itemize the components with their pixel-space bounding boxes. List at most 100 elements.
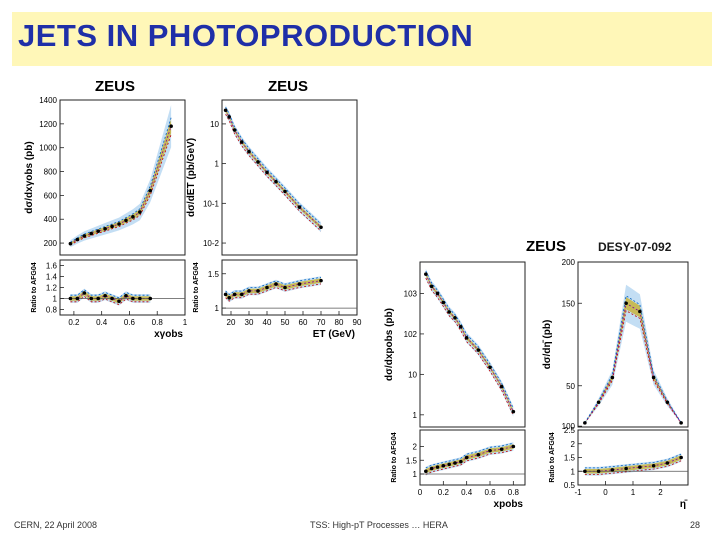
data-point <box>138 210 142 214</box>
x-axis-label: η̄ <box>680 499 688 510</box>
data-point <box>274 179 278 184</box>
data-point <box>240 292 244 297</box>
slide-title: JETS IN PHOTOPRODUCTION <box>18 18 474 53</box>
data-point <box>610 375 615 380</box>
data-point <box>274 282 278 286</box>
y-tick-label: 1 <box>571 467 576 476</box>
theory-curve <box>584 310 682 424</box>
theory-curve <box>425 449 514 475</box>
theory-curve <box>425 442 514 469</box>
data-point <box>651 463 656 468</box>
xgamma-cross-section-plot: 200 400 600 800 1000 1200 1400 dσ/dxγobs (pb) <box>24 96 186 256</box>
data-point <box>96 229 100 233</box>
eta-ratio-plot: 0.5 1 1.5 2 2.5 -1 0 1 2 Ratio to AFG04 η̄ <box>549 426 689 510</box>
data-point <box>227 115 231 119</box>
theory-curve <box>584 453 682 469</box>
data-point <box>511 409 516 414</box>
theory-curve <box>425 270 514 409</box>
energy-scale-uncertainty-band <box>70 290 151 304</box>
y-tick-label: 10 <box>408 370 417 379</box>
y-tick-label: 10 <box>210 120 219 129</box>
y-axis-label: Ratio to AFG04 <box>193 262 200 312</box>
y-tick-label: 10-1 <box>203 199 220 208</box>
y-tick-label: 1400 <box>39 96 57 105</box>
x-tick-label: -1 <box>574 488 582 497</box>
y-tick-label: 1 <box>215 304 220 313</box>
x-tick-label: 70 <box>317 318 326 327</box>
data-point <box>453 461 457 465</box>
data-point <box>459 325 463 329</box>
data-point <box>429 284 434 289</box>
data-point <box>447 310 451 314</box>
theory-curve <box>225 107 322 225</box>
data-point <box>429 466 434 471</box>
y-tick-label: 1.5 <box>406 456 418 465</box>
data-point <box>624 301 628 306</box>
plot-frame <box>59 259 186 316</box>
data-point <box>283 285 287 290</box>
x-tick-label: 0.4 <box>96 318 108 327</box>
data-point <box>596 469 601 474</box>
x-axis-label: xpobs <box>494 499 524 510</box>
x-tick-label: 0.4 <box>461 488 473 497</box>
x-tick-label: 0 <box>418 488 423 497</box>
data-point <box>256 289 260 293</box>
y-tick-label: 2 <box>413 443 418 452</box>
y-tick-label: 1 <box>413 411 418 420</box>
theory-curve <box>584 302 682 424</box>
data-point <box>441 300 446 305</box>
x-tick-label: 0.6 <box>484 488 496 497</box>
plot-frame <box>577 261 689 428</box>
data-point <box>68 296 73 301</box>
x-tick-label: 0 <box>603 488 608 497</box>
y-tick-label: 1.5 <box>564 454 576 463</box>
x-tick-label: 0.2 <box>438 488 450 497</box>
data-point <box>124 218 128 223</box>
data-point <box>110 296 114 301</box>
data-point <box>464 336 469 340</box>
data-point <box>441 463 446 468</box>
data-point <box>447 462 451 467</box>
y-tick-label: 0.5 <box>564 481 576 490</box>
data-point <box>223 292 228 297</box>
plot-frame <box>59 99 186 256</box>
y-tick-label: 200 <box>562 258 576 267</box>
plot-frame <box>419 429 526 486</box>
reference-label: DESY-07-092 <box>598 240 672 254</box>
data-point <box>148 188 153 193</box>
y-tick-label: 200 <box>44 239 58 248</box>
data-point <box>610 468 615 472</box>
data-point <box>75 237 80 242</box>
x-tick-label: 20 <box>227 318 236 327</box>
nlo-band <box>584 284 682 424</box>
x-tick-label: 90 <box>353 318 362 327</box>
data-point <box>488 448 492 453</box>
data-point <box>638 309 642 314</box>
theory-curve <box>425 446 514 472</box>
data-point <box>435 291 440 296</box>
data-point <box>131 296 135 301</box>
data-point <box>227 296 231 300</box>
data-point <box>624 466 628 471</box>
y-tick-label: 2.5 <box>564 426 576 435</box>
plot-header-3: ZEUS <box>526 238 567 255</box>
xgamma-ratio-plot: 0.8 1 1.2 1.4 1.6 0.2 0.4 0.6 0.8 1 Ratio to AFG04… <box>31 259 188 340</box>
footer-right: 28 <box>690 520 701 530</box>
data-point <box>319 225 323 230</box>
data-point <box>232 292 237 297</box>
x-tick-label: 0.8 <box>508 488 520 497</box>
data-point <box>75 296 80 301</box>
y-axis-label: dσ/dη̄ (pb) <box>542 320 553 370</box>
energy-scale-uncertainty-band <box>225 108 321 230</box>
data-point <box>265 285 269 290</box>
y-axis-label: Ratio to AFG04 <box>549 432 556 482</box>
x-axis-label: xγobs <box>154 329 183 340</box>
data-point <box>476 452 481 457</box>
y-tick-label: 1000 <box>39 144 57 153</box>
plot-header-1: ZEUS <box>95 78 136 95</box>
data-point <box>117 299 121 304</box>
data-point <box>131 215 135 219</box>
theory-curve <box>70 117 172 243</box>
theory-curve <box>225 280 322 299</box>
